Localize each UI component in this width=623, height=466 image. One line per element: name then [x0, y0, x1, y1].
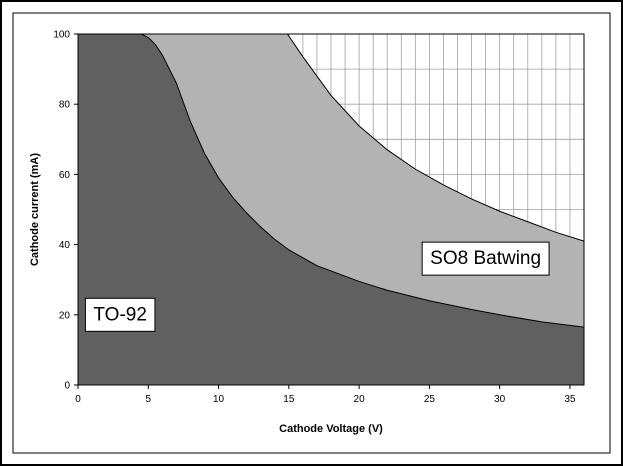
annotation-label: TO-92	[93, 304, 147, 325]
x-axis-ticks: 0 5 10 15 20 25 30 35	[75, 385, 576, 405]
area-series	[78, 33, 585, 385]
x-tick-label: 10	[213, 394, 225, 405]
y-axis-ticks: 0 20 40 60 80 100	[53, 30, 78, 392]
y-tick-label: 40	[59, 240, 71, 251]
x-axis-title: Cathode Voltage (V)	[279, 423, 383, 435]
annotation-to-92: TO-92	[84, 297, 156, 332]
boundary-line	[78, 33, 585, 328]
annotation-label: SO8 Batwing	[430, 248, 541, 269]
y-tick-label: 0	[64, 381, 70, 392]
plot-border	[77, 33, 585, 386]
y-tick-label: 20	[59, 310, 71, 321]
x-tick-label: 0	[75, 394, 81, 405]
y-tick-label: 60	[59, 170, 71, 181]
boundary-line	[78, 33, 585, 242]
x-tick-label: 25	[424, 394, 436, 405]
x-tick-label: 15	[283, 394, 295, 405]
area-to-92	[78, 34, 584, 385]
annotation-so8-batwing: SO8 Batwing	[421, 241, 550, 276]
y-tick-label: 80	[59, 100, 71, 111]
y-axis-title: Cathode current (mA)	[29, 153, 41, 266]
y-tick-label: 100	[53, 30, 70, 41]
x-tick-label: 20	[354, 394, 366, 405]
x-tick-label: 30	[494, 394, 506, 405]
x-tick-label: 35	[564, 394, 576, 405]
annotation-box	[421, 241, 550, 276]
annotations: SO8 Batwing TO-92	[84, 241, 550, 332]
annotation-box	[84, 297, 156, 332]
x-tick-label: 5	[145, 394, 151, 405]
